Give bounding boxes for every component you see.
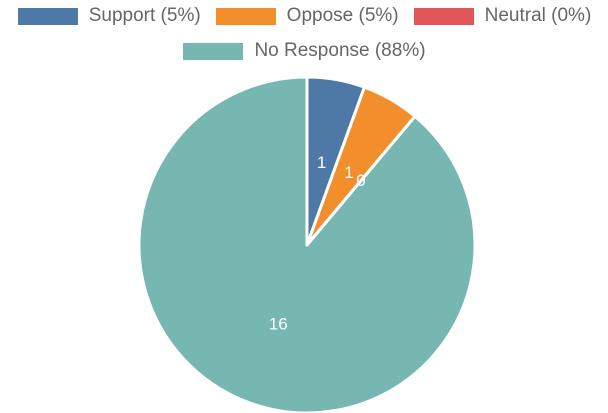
legend-row-2: No Response (88%): [0, 40, 608, 62]
legend-swatch-neutral: [412, 6, 475, 26]
legend-swatch-oppose: [214, 6, 277, 26]
legend-swatch-no-response: [182, 41, 245, 61]
legend-label-neutral: Neutral (0%): [484, 5, 592, 26]
legend-label-support: Support (5%): [88, 5, 201, 26]
legend-item-support[interactable]: Support (5%): [16, 5, 201, 27]
legend-item-neutral[interactable]: Neutral (0%): [412, 5, 592, 27]
legend-item-no-response[interactable]: No Response (88%): [182, 40, 426, 62]
legend-row-1: Support (5%) Oppose (5%) Neutral (0%): [0, 5, 608, 27]
data-label-neutral: 0: [356, 171, 365, 190]
data-label-no-response: 16: [269, 314, 288, 333]
legend-swatch-support: [16, 6, 79, 26]
legend-label-oppose: Oppose (5%): [286, 5, 399, 26]
data-label-support: 1: [317, 153, 326, 172]
legend-label-no-response: No Response (88%): [254, 40, 426, 61]
legend-item-oppose[interactable]: Oppose (5%): [214, 5, 399, 27]
data-label-oppose: 1: [344, 163, 353, 182]
pie-slice-no-response[interactable]: [137, 75, 477, 413]
